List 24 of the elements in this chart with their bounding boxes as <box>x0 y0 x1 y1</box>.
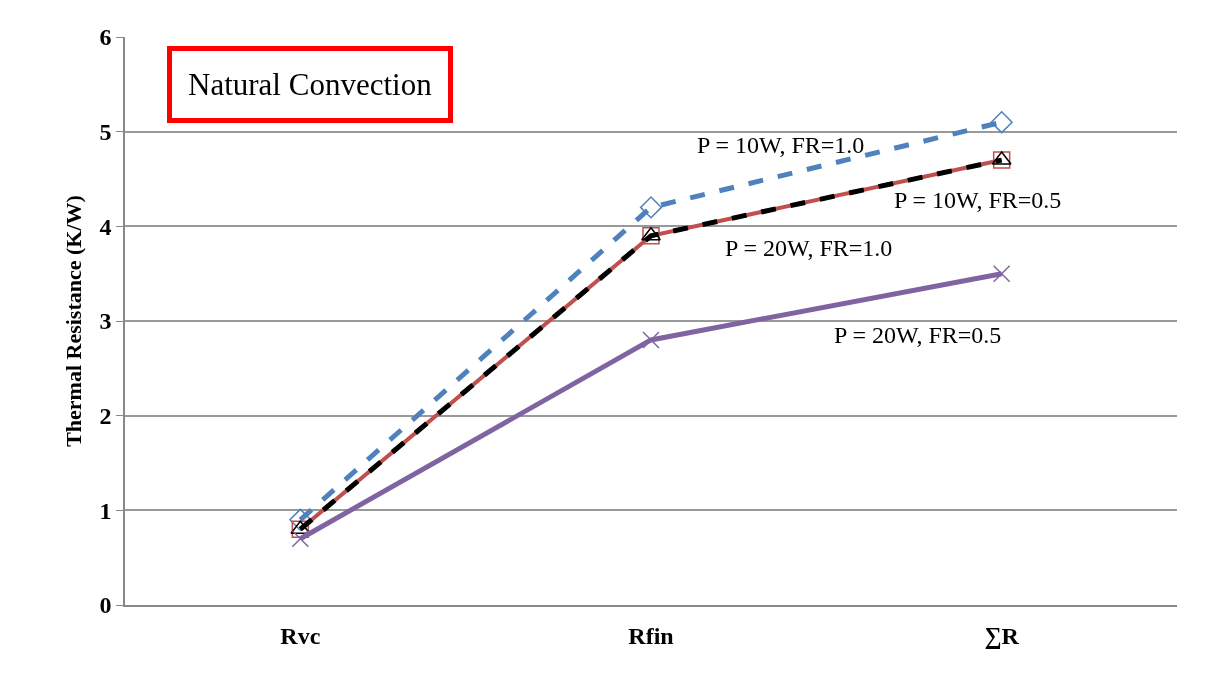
y-tick-label: 3 <box>99 308 112 335</box>
annotation: Natural Convection <box>188 67 433 102</box>
y-axis-title: Thermal Resistance (K/W) <box>60 195 86 447</box>
point <box>990 111 1013 134</box>
series-label: P = 20W, FR=1.0 <box>725 235 893 261</box>
point <box>291 529 310 548</box>
series-label: P = 10W, FR=1.0 <box>697 132 865 158</box>
y-tick-label: 1 <box>99 497 112 524</box>
series-label: P = 10W, FR=0.5 <box>894 187 1062 213</box>
point <box>641 227 661 241</box>
point <box>992 264 1011 283</box>
point <box>642 227 660 245</box>
y-tick-label: 6 <box>99 24 112 51</box>
y-tick-label: 4 <box>99 213 112 240</box>
series-label: P = 20W, FR=0.5 <box>834 322 1002 348</box>
point <box>642 331 660 349</box>
x-tick-label: ∑R <box>984 622 1020 650</box>
y-tick-label: 0 <box>99 592 112 619</box>
x-tick-label: Rfin <box>628 622 674 649</box>
point <box>639 196 663 219</box>
y-tick-label: 2 <box>99 403 112 430</box>
y-tick-label: 5 <box>99 119 112 146</box>
point <box>992 151 1011 169</box>
x-tick-label: Rvc <box>280 622 321 649</box>
